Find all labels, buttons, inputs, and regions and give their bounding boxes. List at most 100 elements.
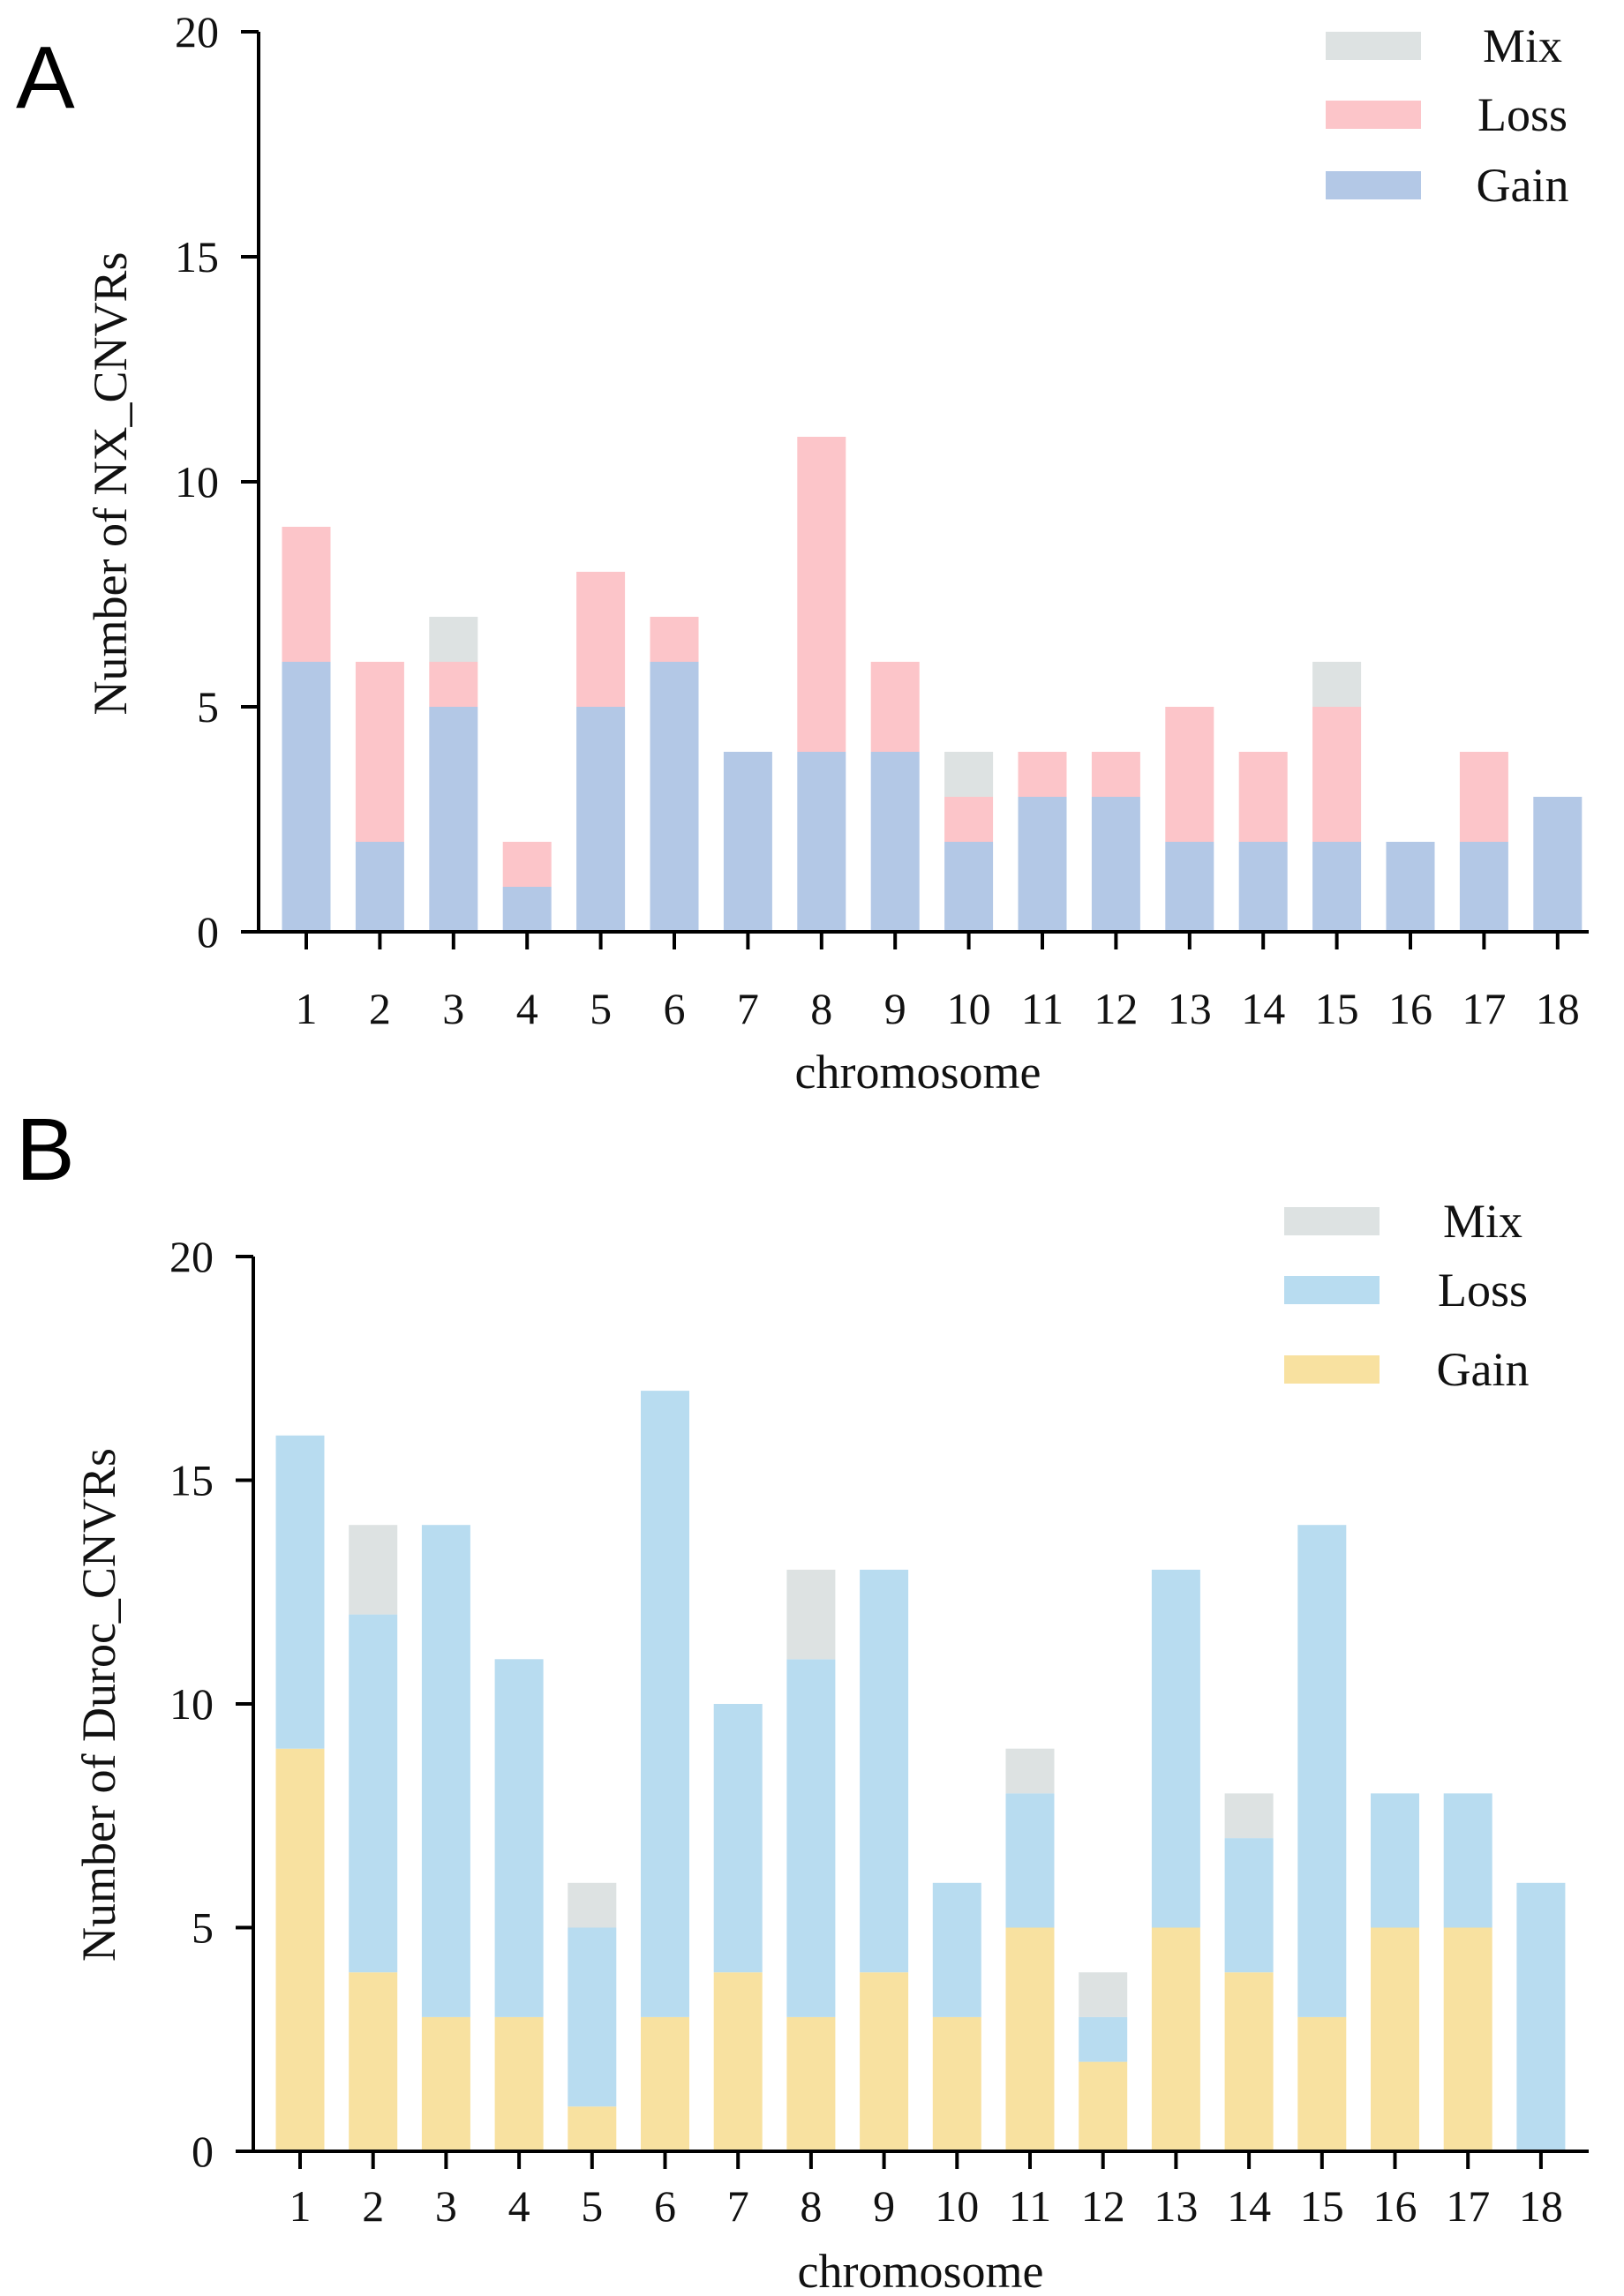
- panel-a-y-ticks: 0 5 10 15 20: [175, 7, 259, 957]
- x-tick-label: 3: [435, 2181, 457, 2231]
- bar-mix-chr-12: [1079, 1972, 1128, 2017]
- bar-mix-chr-10: [944, 752, 994, 797]
- y-tick-label: 15: [175, 232, 219, 281]
- bar-mix-chr-2: [349, 1525, 398, 1615]
- panel-b-legend: Mix Loss Gain: [1284, 1195, 1529, 1396]
- bar-gain-chr-5: [576, 707, 626, 932]
- x-tick-label: 11: [1021, 984, 1064, 1033]
- x-tick-label: 15: [1315, 984, 1359, 1033]
- bar-loss-chr-13: [1165, 707, 1214, 842]
- x-tick-label: 1: [289, 2181, 312, 2231]
- x-tick-label: 12: [1081, 2181, 1125, 2231]
- panel-b-bars: [275, 1391, 1566, 2151]
- bar-mix-chr-3: [429, 617, 478, 662]
- bar-gain-chr-18: [1533, 797, 1583, 932]
- panel-b-y-axis-title: Number of Duroc_CNVRs: [72, 1448, 125, 1962]
- x-tick-label: 5: [581, 2181, 603, 2231]
- y-tick-label: 15: [169, 1456, 214, 1505]
- x-tick-label: 8: [810, 984, 832, 1033]
- bar-gain-chr-8: [797, 752, 846, 932]
- bar-loss-chr-2: [349, 1614, 398, 1973]
- x-tick-label: 14: [1241, 984, 1285, 1033]
- bar-loss-chr-11: [1018, 752, 1067, 797]
- x-tick-label: 7: [737, 984, 759, 1033]
- panel-b-letter: B: [16, 1100, 75, 1199]
- bar-gain-chr-2: [349, 1972, 398, 2151]
- bar-loss-chr-14: [1238, 752, 1288, 842]
- bar-gain-chr-15: [1297, 2016, 1347, 2151]
- x-tick-label: 9: [873, 2181, 895, 2231]
- legend-label-gain: Gain: [1437, 1343, 1530, 1396]
- y-tick-label: 0: [192, 2127, 214, 2176]
- bar-loss-chr-6: [650, 617, 699, 662]
- x-tick-label: 2: [362, 2181, 384, 2231]
- legend-label-gain: Gain: [1477, 159, 1569, 212]
- legend-label-loss: Loss: [1438, 1264, 1528, 1317]
- panel-a-letter: A: [16, 28, 75, 127]
- bar-gain-chr-2: [355, 842, 404, 932]
- legend-swatch-gain: [1284, 1355, 1380, 1384]
- y-tick-label: 20: [169, 1232, 214, 1281]
- bar-loss-chr-10: [944, 797, 994, 842]
- bar-gain-chr-9: [870, 752, 920, 932]
- panel-b-x-ticks: 1 2 3 4 5 6 7 8 9 10 11 12 13 14 15 16 17 18: [289, 2151, 1563, 2231]
- bar-gain-chr-12: [1091, 797, 1140, 932]
- bar-loss-chr-13: [1151, 1569, 1200, 1928]
- bar-loss-chr-9: [870, 662, 920, 752]
- x-tick-label: 10: [947, 984, 991, 1033]
- y-tick-label: 10: [169, 1679, 214, 1729]
- bar-gain-chr-11: [1005, 1927, 1055, 2151]
- x-tick-label: 18: [1536, 984, 1580, 1033]
- bar-gain-chr-16: [1386, 842, 1435, 932]
- bar-gain-chr-13: [1165, 842, 1214, 932]
- bar-gain-chr-6: [641, 2016, 689, 2151]
- bar-gain-chr-17: [1443, 1927, 1492, 2151]
- bar-gain-chr-10: [944, 842, 994, 932]
- x-tick-label: 12: [1094, 984, 1138, 1033]
- bar-loss-chr-18: [1516, 1882, 1566, 2151]
- y-tick-label: 5: [197, 682, 219, 732]
- bar-gain-chr-1: [275, 1748, 325, 2151]
- x-tick-label: 11: [1009, 2181, 1051, 2231]
- bar-loss-chr-4: [502, 842, 552, 887]
- x-tick-label: 2: [369, 984, 391, 1033]
- bar-loss-chr-17: [1459, 752, 1508, 842]
- panel-b-y-ticks: 0 5 10 15 20: [169, 1232, 253, 2176]
- bar-mix-chr-15: [1312, 662, 1362, 707]
- legend-label-mix: Mix: [1483, 19, 1562, 72]
- bar-gain-chr-17: [1459, 842, 1508, 932]
- bar-mix-chr-14: [1224, 1793, 1274, 1839]
- x-tick-label: 5: [590, 984, 612, 1033]
- panel-a-x-axis-title: chromosome: [795, 1046, 1041, 1099]
- bar-loss-chr-1: [282, 527, 331, 662]
- y-tick-label: 5: [192, 1903, 214, 1953]
- bar-loss-chr-5: [576, 572, 626, 707]
- bar-gain-chr-4: [494, 2016, 544, 2151]
- bar-gain-chr-13: [1151, 1927, 1200, 2151]
- bar-gain-chr-10: [932, 2016, 981, 2151]
- x-tick-label: 17: [1446, 2181, 1490, 2231]
- bar-loss-chr-8: [786, 1659, 836, 2017]
- y-tick-label: 10: [175, 457, 219, 506]
- x-tick-label: 4: [516, 984, 538, 1033]
- x-tick-label: 17: [1462, 984, 1506, 1033]
- x-tick-label: 4: [508, 2181, 530, 2231]
- x-tick-label: 6: [664, 984, 686, 1033]
- x-tick-label: 3: [442, 984, 464, 1033]
- bar-loss-chr-1: [275, 1435, 325, 1749]
- bar-gain-chr-12: [1079, 2061, 1128, 2151]
- x-tick-label: 9: [884, 984, 906, 1033]
- bar-gain-chr-7: [713, 1972, 763, 2151]
- panel-a-bars: [282, 437, 1583, 932]
- bar-loss-chr-8: [797, 437, 846, 752]
- bar-loss-chr-6: [641, 1391, 689, 2017]
- bar-gain-chr-3: [421, 2016, 470, 2151]
- bar-gain-chr-16: [1371, 1927, 1419, 2151]
- panel-a-y-axis-title: Number of NX_CNVRs: [84, 252, 137, 716]
- bar-loss-chr-5: [568, 1927, 617, 2107]
- y-tick-label: 0: [197, 907, 219, 957]
- bar-loss-chr-3: [421, 1525, 470, 2017]
